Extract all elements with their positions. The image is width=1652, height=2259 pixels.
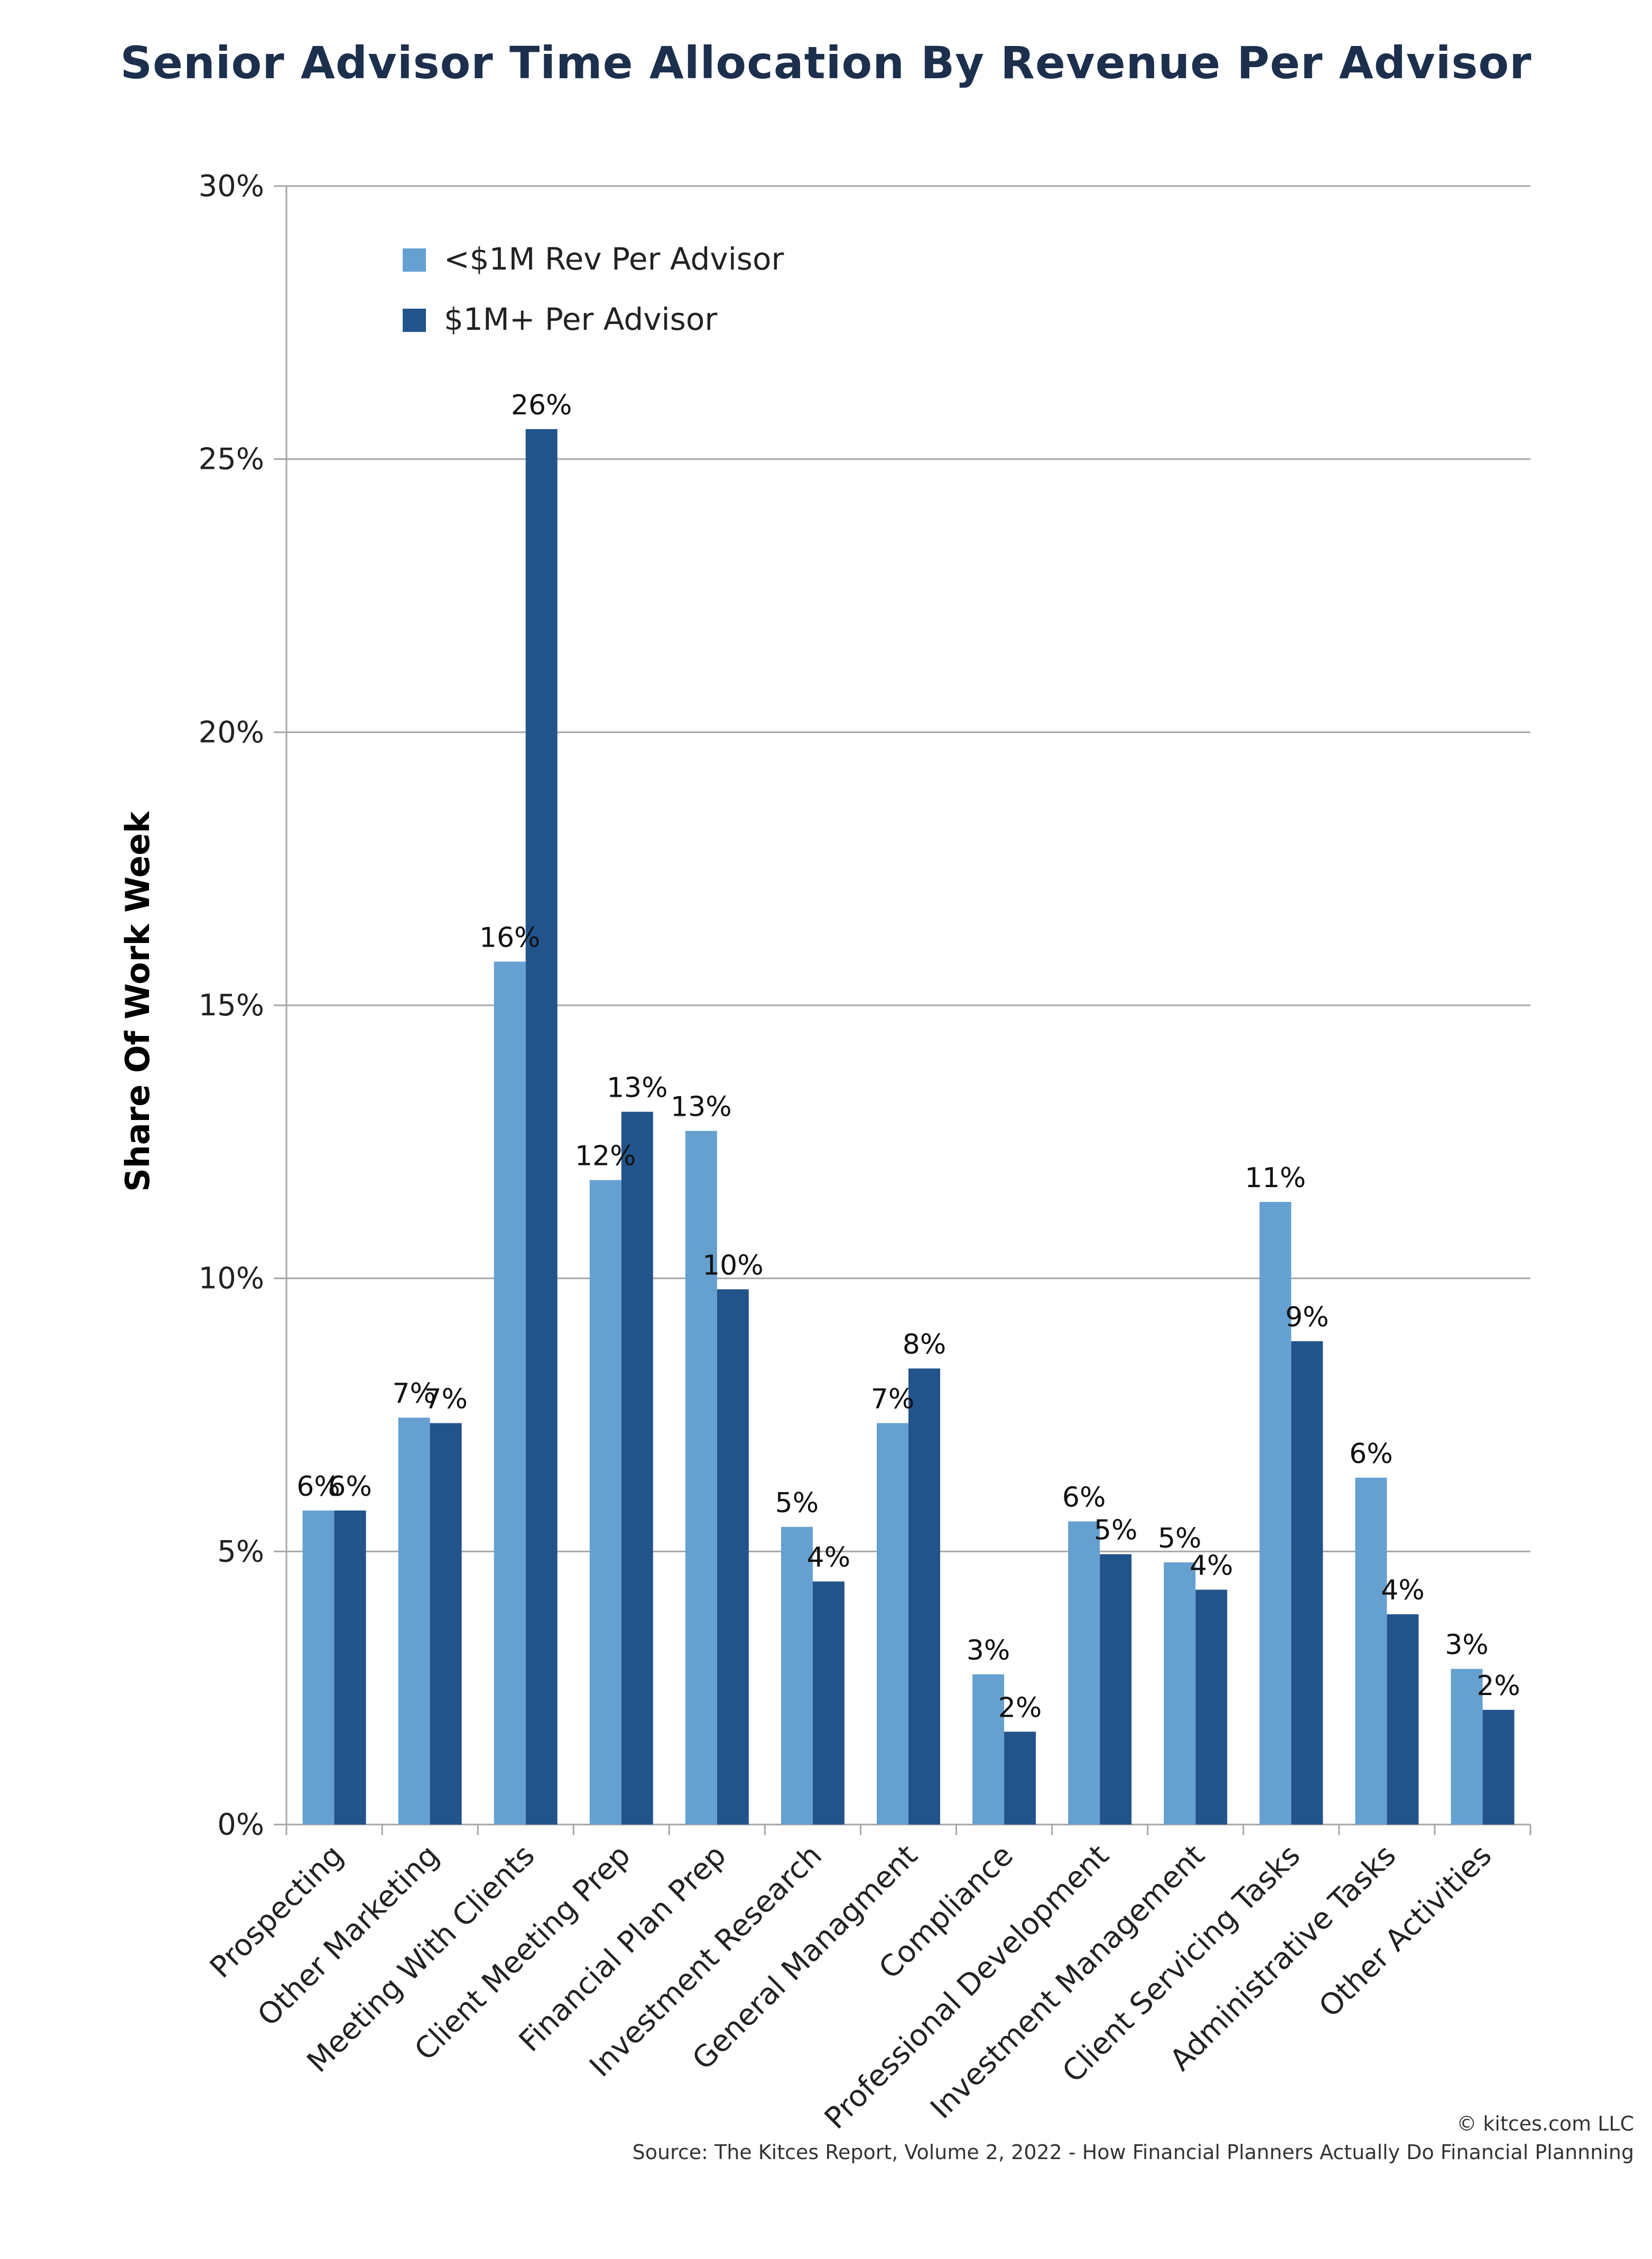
data-label: 3% xyxy=(1445,1630,1489,1661)
data-label: 2% xyxy=(998,1692,1042,1724)
legend: <$1M Rev Per Advisor $1M+ Per Advisor xyxy=(403,241,784,337)
bar-1m-plus xyxy=(525,429,558,1825)
data-label: 5% xyxy=(1094,1515,1138,1547)
data-label: 2% xyxy=(1477,1670,1520,1702)
chart-title: Senior Advisor Time Allocation By Revenu… xyxy=(120,37,1532,89)
bar-under-1m xyxy=(685,1131,717,1825)
bar-1m-plus xyxy=(1195,1589,1228,1825)
bar-1m-plus xyxy=(1004,1732,1036,1825)
bar-under-1m xyxy=(1259,1202,1292,1825)
bar-under-1m xyxy=(1164,1562,1196,1825)
bar-1m-plus xyxy=(1291,1341,1323,1825)
data-label: 4% xyxy=(1381,1575,1425,1606)
bar-1m-plus xyxy=(1100,1554,1132,1825)
data-label: 13% xyxy=(607,1072,668,1104)
legend-label: $1M+ Per Advisor xyxy=(444,301,717,337)
source-text: Source: The Kitces Report, Volume 2, 202… xyxy=(632,2141,1634,2164)
data-label: 5% xyxy=(1158,1523,1202,1554)
bar-under-1m xyxy=(398,1418,430,1825)
legend-swatch xyxy=(403,309,426,332)
data-label: 5% xyxy=(775,1487,819,1519)
data-label: 4% xyxy=(1190,1550,1233,1582)
data-labels: 6%6%7%7%16%26%12%13%13%10%5%4%7%8%3%2%6%… xyxy=(296,390,1520,1724)
data-label: 7% xyxy=(871,1384,915,1415)
data-label: 7% xyxy=(392,1378,436,1410)
bar-1m-plus xyxy=(621,1112,653,1825)
data-label: 8% xyxy=(903,1329,946,1360)
y-tick-label: 0% xyxy=(217,1808,264,1842)
data-label: 26% xyxy=(511,390,572,421)
data-label: 10% xyxy=(702,1249,764,1281)
data-label: 9% xyxy=(1285,1302,1329,1334)
data-label: 7% xyxy=(424,1384,468,1415)
y-tick-label: 10% xyxy=(199,1262,264,1296)
data-label: 16% xyxy=(479,922,541,953)
data-label: 6% xyxy=(1062,1482,1106,1514)
data-label: 12% xyxy=(575,1141,636,1172)
bar-1m-plus xyxy=(1387,1614,1419,1825)
y-tick-label: 30% xyxy=(199,169,264,203)
gridlines xyxy=(286,185,1530,1552)
bar-1m-plus xyxy=(430,1423,462,1825)
bars xyxy=(302,429,1515,1825)
bar-1m-plus xyxy=(717,1289,749,1825)
bar-under-1m xyxy=(972,1674,1005,1825)
bar-under-1m xyxy=(1451,1669,1483,1825)
data-label: 13% xyxy=(671,1091,732,1123)
data-label: 3% xyxy=(967,1635,1010,1667)
data-label: 6% xyxy=(296,1471,340,1503)
bar-1m-plus xyxy=(812,1581,844,1825)
bar-under-1m xyxy=(494,961,526,1825)
bar-1m-plus xyxy=(334,1510,366,1825)
bar-1m-plus xyxy=(1482,1710,1515,1825)
y-tick-label: 15% xyxy=(199,988,264,1023)
y-tick-label: 5% xyxy=(217,1534,264,1569)
data-label: 11% xyxy=(1245,1162,1306,1194)
bar-under-1m xyxy=(302,1510,335,1825)
x-category-label: Other Activities xyxy=(1313,1838,1499,2024)
legend-label: <$1M Rev Per Advisor xyxy=(444,241,784,277)
bar-under-1m xyxy=(781,1526,813,1825)
data-label: 4% xyxy=(807,1542,851,1573)
bar-under-1m xyxy=(589,1180,621,1825)
x-category-label: Other Marketing xyxy=(251,1838,446,2033)
bar-1m-plus xyxy=(908,1368,940,1825)
copyright-text: © kitces.com LLC xyxy=(1456,2112,1634,2135)
data-label: 6% xyxy=(328,1471,372,1503)
y-axis-title: Share Of Work Week xyxy=(118,810,157,1192)
bar-under-1m xyxy=(877,1423,908,1825)
bar-under-1m xyxy=(1355,1477,1387,1825)
bar-under-1m xyxy=(1068,1521,1100,1825)
y-tick-label: 25% xyxy=(199,442,264,477)
legend-swatch xyxy=(403,248,426,272)
data-label: 6% xyxy=(1349,1438,1393,1470)
y-tick-label: 20% xyxy=(199,715,264,749)
